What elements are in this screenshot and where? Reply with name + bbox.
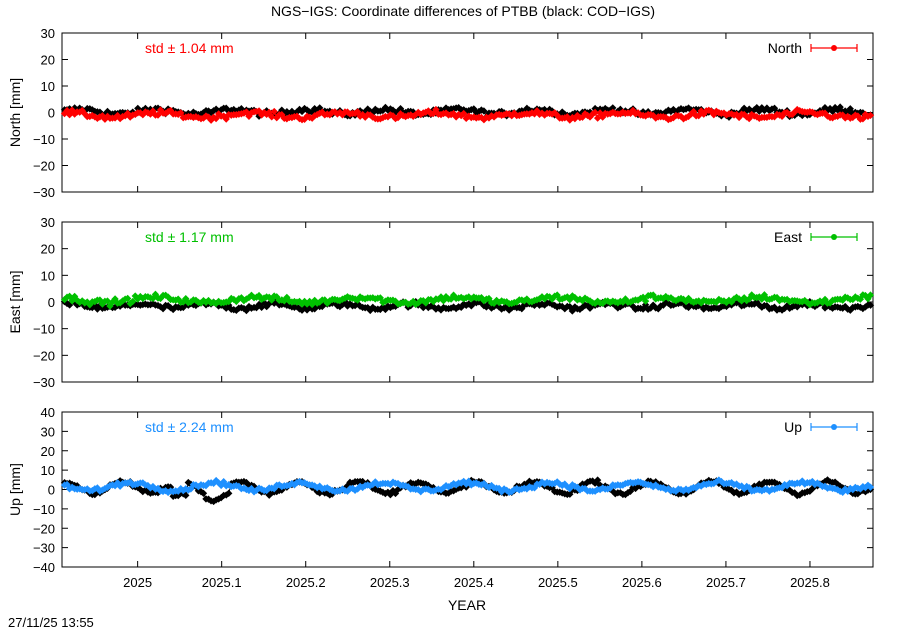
legend: North <box>768 40 858 56</box>
x-tick-label: 2025.1 <box>202 575 242 590</box>
x-axis-label: YEAR <box>448 597 486 613</box>
chart-panel-east: −30 −20 −10 0 10 20 30 East [mm] std ± 1.17 mm Ea… <box>7 215 875 390</box>
legend-marker <box>831 45 837 51</box>
legend-label: North <box>768 40 802 56</box>
data-point <box>268 113 276 121</box>
y-tick-label: −20 <box>33 348 55 363</box>
data-point <box>866 301 875 309</box>
y-tick-label: −10 <box>33 322 55 337</box>
y-tick-label: −40 <box>33 560 55 575</box>
timestamp: 27/11/25 13:55 <box>8 615 94 630</box>
y-tick-label: 0 <box>48 483 55 498</box>
x-tick-label: 2025 <box>123 575 152 590</box>
y-axis-label: Up [mm] <box>7 463 23 516</box>
y-tick-label: −30 <box>33 541 55 556</box>
legend-marker <box>831 424 837 430</box>
series-east <box>60 290 875 310</box>
legend-marker <box>831 234 837 240</box>
x-tick-label: 2025.6 <box>622 575 662 590</box>
legend-label: East <box>774 229 802 245</box>
std-annotation: std ± 1.17 mm <box>145 229 234 245</box>
y-tick-label: 0 <box>48 295 55 310</box>
y-axis-label: East [mm] <box>7 270 23 333</box>
y-tick-label: 20 <box>41 53 55 68</box>
data-point <box>641 297 650 305</box>
data-point <box>593 476 602 484</box>
y-tick-label: 20 <box>41 444 55 459</box>
chart-title: NGS−IGS: Coordinate differences of PTBB … <box>271 3 655 19</box>
data-point <box>593 114 602 122</box>
y-tick-label: −10 <box>33 132 55 147</box>
y-tick-label: 20 <box>41 242 55 257</box>
x-tick-label: 2025.3 <box>370 575 410 590</box>
y-tick-label: −30 <box>33 185 55 200</box>
y-tick-label: 30 <box>41 26 55 41</box>
x-tick-label: 2025.7 <box>706 575 746 590</box>
chart-panel-up: −40 −30 −20 −10 0 10 20 30 40 2025 2025.1 2025.2 202… <box>7 405 875 590</box>
y-tick-label: 0 <box>48 106 55 121</box>
panels: −30 −20 −10 0 10 20 30 North [mm] std ± 1.04 mm N… <box>7 26 875 590</box>
x-tick-label: 2025.8 <box>790 575 830 590</box>
y-tick-label: −30 <box>33 375 55 390</box>
data-point <box>103 297 112 305</box>
y-tick-label: 10 <box>41 268 55 283</box>
data-point <box>225 489 233 498</box>
data-point <box>866 291 875 299</box>
data-point <box>199 489 208 497</box>
y-tick-label: 30 <box>41 215 55 230</box>
x-tick-label: 2025.5 <box>538 575 578 590</box>
y-tick-label: 10 <box>41 79 55 94</box>
y-tick-label: 10 <box>41 463 55 478</box>
x-tick-label: 2025.4 <box>454 575 494 590</box>
std-annotation: std ± 1.04 mm <box>145 40 234 56</box>
y-tick-label: −20 <box>33 521 55 536</box>
y-tick-label: −10 <box>33 502 55 517</box>
legend: Up <box>784 419 858 435</box>
data-point <box>866 483 875 491</box>
x-tick-label: 2025.2 <box>286 575 326 590</box>
y-tick-label: −20 <box>33 159 55 174</box>
legend: East <box>774 229 858 245</box>
chart-panel-north: −30 −20 −10 0 10 20 30 North [mm] std ± 1.04 mm N… <box>7 26 875 200</box>
legend-label: Up <box>784 419 802 435</box>
y-tick-label: 30 <box>41 424 55 439</box>
std-annotation: std ± 2.24 mm <box>145 419 234 435</box>
y-axis-label: North [mm] <box>7 78 23 147</box>
data-point <box>124 294 132 303</box>
y-tick-label: 40 <box>41 405 55 420</box>
